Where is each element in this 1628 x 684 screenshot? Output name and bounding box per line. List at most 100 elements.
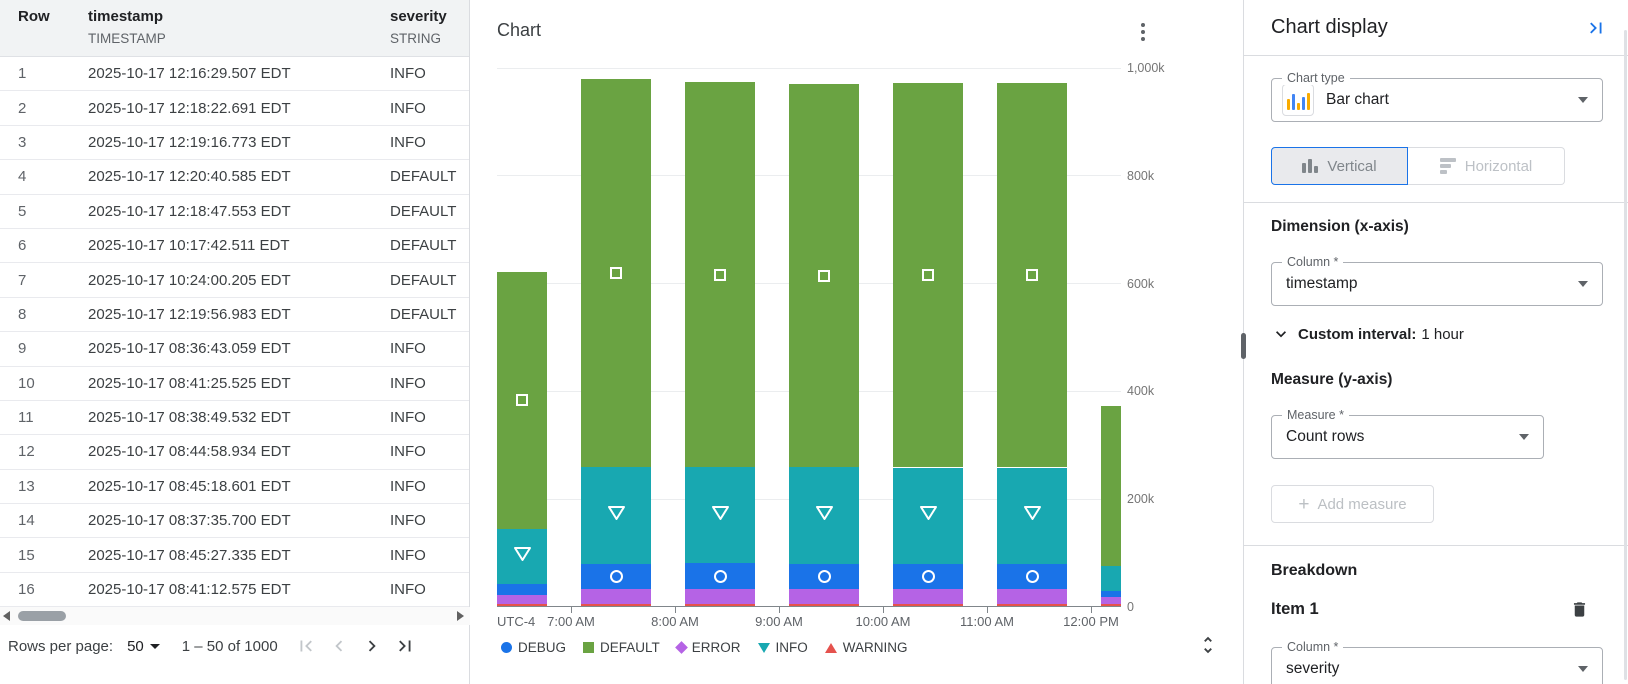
bar-segment-debug[interactable] — [893, 563, 963, 589]
bar-segment-default[interactable] — [581, 78, 651, 467]
severity-cell: DEFAULT — [390, 202, 457, 220]
legend-label: DEBUG — [518, 640, 567, 655]
column-value: timestamp — [1286, 275, 1358, 292]
bar-segment-warning[interactable] — [581, 603, 651, 606]
timestamp-cell: 2025-10-17 10:17:42.511 EDT — [88, 237, 290, 255]
bar-segment-error[interactable] — [1101, 596, 1121, 604]
bar-600am[interactable] — [497, 271, 547, 606]
collapse-panel-icon[interactable] — [1584, 16, 1608, 40]
table-row: 15 2025-10-17 08:45:27.335 EDT INFO — [0, 538, 469, 573]
severity-cell: DEFAULT — [390, 168, 457, 186]
x-axis-tick-label: 9:00 AM — [755, 614, 803, 629]
bar-segment-info[interactable] — [685, 467, 755, 564]
bar-segment-default[interactable] — [497, 271, 547, 529]
bar-segment-debug[interactable] — [1101, 590, 1121, 597]
measure-select[interactable]: Measure * Count rows — [1271, 408, 1544, 459]
bar-segment-warning[interactable] — [497, 603, 547, 606]
severity-cell: INFO — [390, 477, 426, 495]
chevron-down-icon — [1578, 281, 1588, 287]
chart-menu-button[interactable] — [1134, 21, 1152, 43]
bar-segment-debug[interactable] — [997, 563, 1067, 589]
legend-item-default[interactable]: DEFAULT — [583, 640, 660, 655]
legend-item-info[interactable]: INFO — [757, 640, 808, 655]
bar-segment-error[interactable] — [685, 588, 755, 604]
x-axis-tick — [571, 607, 572, 613]
dimension-column-select[interactable]: Column * timestamp — [1271, 255, 1603, 306]
legend-item-debug[interactable]: DEBUG — [501, 640, 566, 655]
window-scrollbar-thumb[interactable] — [1624, 30, 1627, 680]
bar-1100am[interactable] — [997, 83, 1067, 606]
unfold-more-icon[interactable] — [1197, 634, 1219, 658]
bar-segment-debug[interactable] — [789, 563, 859, 589]
triangle-down-marker-icon — [815, 505, 834, 526]
bar-segment-default[interactable] — [997, 83, 1067, 468]
delete-item-icon[interactable] — [1567, 597, 1591, 621]
bar-segment-warning[interactable] — [789, 603, 859, 606]
bar-segment-default[interactable] — [789, 84, 859, 467]
query-results-panel: Row timestamp TIMESTAMP severity STRING … — [0, 0, 470, 684]
settings-header: Chart display — [1244, 0, 1628, 56]
bar-800am[interactable] — [685, 82, 755, 606]
triangle-down-marker-icon — [1023, 505, 1042, 526]
horizontal-scrollbar-thumb[interactable] — [18, 611, 66, 621]
bar-segment-debug[interactable] — [497, 583, 547, 595]
horizontal-toggle-button[interactable]: Horizontal — [1408, 147, 1565, 185]
bar-segment-warning[interactable] — [685, 603, 755, 606]
bar-segment-debug[interactable] — [581, 563, 651, 589]
square-marker-icon — [714, 268, 726, 281]
chevron-down-icon — [1519, 434, 1529, 440]
chevron-down-icon — [1578, 97, 1588, 103]
row-number-cell: 6 — [18, 237, 27, 255]
bar-segment-warning[interactable] — [893, 603, 963, 606]
scroll-right-arrow-icon[interactable] — [457, 611, 464, 621]
chart-type-select[interactable]: Chart type Bar chart — [1271, 71, 1603, 122]
bar-segment-info[interactable] — [789, 466, 859, 564]
next-page-button[interactable] — [360, 634, 384, 658]
bar-segment-info[interactable] — [893, 467, 963, 564]
bar-segment-default[interactable] — [893, 82, 963, 468]
square-marker-icon — [818, 269, 830, 282]
bar-segment-default[interactable] — [685, 82, 755, 468]
bar-segment-warning[interactable] — [1101, 603, 1121, 606]
triangle-down-icon — [757, 642, 770, 653]
bar-segment-info[interactable] — [997, 467, 1067, 564]
bar-segment-info[interactable] — [581, 466, 651, 564]
legend-item-warning[interactable]: WARNING — [824, 640, 908, 655]
bar-segment-info[interactable] — [497, 528, 547, 584]
timestamp-cell: 2025-10-17 08:38:49.532 EDT — [88, 409, 291, 427]
chevron-down-icon — [1276, 331, 1286, 338]
bar-1000am[interactable] — [893, 82, 963, 606]
bar-segment-error[interactable] — [893, 588, 963, 604]
legend-item-error[interactable]: ERROR — [674, 640, 741, 655]
bar-900am[interactable] — [789, 84, 859, 606]
bar-700am[interactable] — [581, 78, 651, 606]
rows-per-page-select[interactable]: 50 — [127, 638, 160, 655]
table-horizontal-scrollbar[interactable] — [0, 607, 470, 625]
row-number-cell: 3 — [18, 133, 27, 151]
bar-segment-info[interactable] — [1101, 566, 1121, 591]
bar-segment-error[interactable] — [789, 588, 859, 604]
bar-segment-error[interactable] — [581, 588, 651, 604]
bar-segment-default[interactable] — [1101, 406, 1121, 567]
chart-type-label: Chart type — [1282, 71, 1350, 85]
last-page-button[interactable] — [393, 634, 417, 658]
scroll-left-arrow-icon[interactable] — [3, 611, 10, 621]
add-measure-button[interactable]: + Add measure — [1271, 485, 1434, 523]
panel-resize-handle[interactable] — [1241, 333, 1246, 359]
row-number-cell: 4 — [18, 168, 27, 186]
orientation-toggle: Vertical Horizontal — [1271, 147, 1603, 185]
vertical-toggle-button[interactable]: Vertical — [1271, 147, 1408, 185]
breakdown-column-select[interactable]: Column * severity — [1271, 640, 1603, 684]
previous-page-button[interactable] — [327, 634, 351, 658]
bar-segment-error[interactable] — [997, 588, 1067, 604]
legend-label: WARNING — [842, 640, 908, 655]
bar-segment-error[interactable] — [497, 594, 547, 604]
bar-segment-warning[interactable] — [997, 603, 1067, 606]
triangle-down-marker-icon — [513, 546, 532, 567]
x-axis-timezone-label: UTC-4 — [497, 614, 536, 629]
bar-segment-debug[interactable] — [685, 563, 755, 589]
bar-1200pm[interactable] — [1101, 406, 1121, 606]
chart-panel: Chart 0 200k 400k 600k 800k 1,000k 7:00 AM 8:00… — [471, 0, 1243, 684]
first-page-button[interactable] — [294, 634, 318, 658]
custom-interval-expander[interactable]: Custom interval: 1 hour — [1271, 324, 1603, 344]
